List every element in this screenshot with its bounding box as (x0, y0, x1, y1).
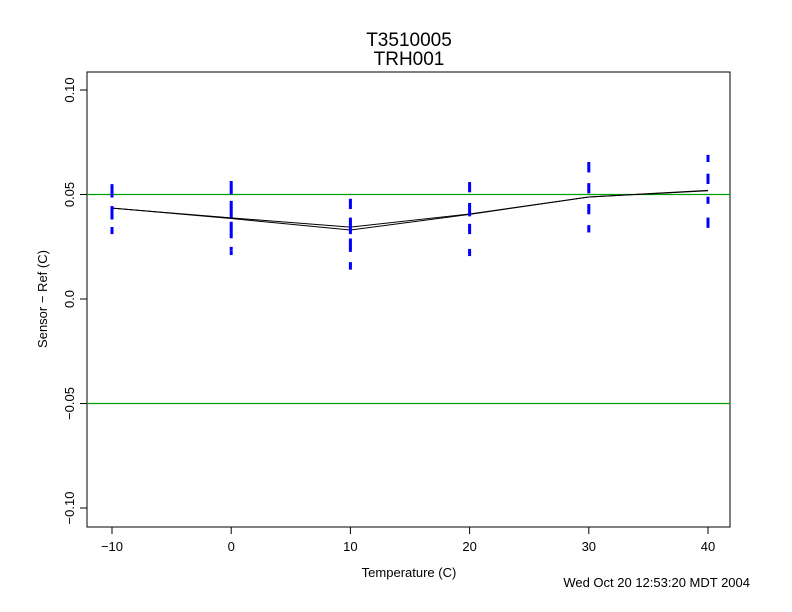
data-point (348, 244, 352, 249)
data-point (706, 223, 710, 228)
data-point (468, 206, 472, 211)
data-point (348, 201, 352, 206)
data-point (229, 213, 233, 218)
data-point (348, 220, 352, 225)
data-point (348, 262, 352, 267)
data-point (587, 168, 591, 173)
chart-subtitle: TRH001 (374, 49, 445, 70)
x-tick-label: 40 (701, 539, 715, 554)
data-point (348, 223, 352, 228)
data-point (110, 209, 114, 214)
data-point (468, 182, 472, 187)
plot-frame (86, 71, 731, 528)
data-point (587, 189, 591, 194)
data-point (229, 190, 233, 195)
data-point (229, 210, 233, 215)
data-point (468, 188, 472, 193)
data-point (348, 205, 352, 210)
data-point (587, 210, 591, 215)
data-point (229, 181, 233, 186)
data-point (110, 226, 114, 231)
data-point (229, 228, 233, 233)
data-point (706, 217, 710, 222)
data-point (706, 154, 710, 159)
data-point (229, 221, 233, 226)
data-point (110, 212, 114, 217)
data-point (110, 184, 114, 189)
footer-timestamp: Wed Oct 20 12:53:20 MDT 2004 (563, 575, 750, 590)
data-point (468, 185, 472, 190)
chart-title: T3510005 (366, 30, 452, 51)
data-point (706, 220, 710, 225)
data-point (348, 230, 352, 235)
data-point (468, 252, 472, 257)
data-point (229, 251, 233, 256)
data-point (587, 203, 591, 208)
data-point (110, 190, 114, 195)
data-point (706, 179, 710, 184)
data-point (468, 223, 472, 228)
data-point (348, 226, 352, 231)
data-point (468, 230, 472, 235)
data-point (348, 247, 352, 252)
data-point (110, 187, 114, 192)
data-point (587, 161, 591, 166)
data-point (468, 226, 472, 231)
series-line-mean-2 (111, 190, 709, 231)
x-tick-label: 30 (582, 539, 596, 554)
y-tick-label: 0.0 (62, 290, 77, 308)
data-point (348, 198, 352, 203)
data-point (587, 165, 591, 170)
data-point (587, 183, 591, 188)
data-point (110, 206, 114, 211)
data-point (229, 200, 233, 205)
data-point (229, 184, 233, 189)
y-tick-label: 0.10 (62, 77, 77, 102)
data-point (587, 186, 591, 191)
data-point (706, 158, 710, 163)
y-axis-label: Sensor − Ref (C) (35, 250, 50, 348)
y-tick-label: −0.10 (62, 492, 77, 525)
data-point (587, 207, 591, 212)
data-point (229, 187, 233, 192)
data-point (110, 193, 114, 198)
x-tick-label: 10 (343, 539, 357, 554)
data-point (229, 234, 233, 239)
x-axis-label: Temperature (C) (362, 565, 457, 580)
data-point (587, 228, 591, 233)
data-point (468, 248, 472, 253)
data-point (348, 217, 352, 222)
data-point (348, 265, 352, 270)
data-point (706, 173, 710, 178)
x-tick-label: 0 (228, 539, 235, 554)
data-point (468, 212, 472, 217)
data-point (348, 241, 352, 246)
data-point (468, 202, 472, 207)
y-tick-label: 0.05 (62, 182, 77, 207)
data-point (110, 215, 114, 220)
y-tick-label: −0.05 (62, 387, 77, 420)
data-point (229, 224, 233, 229)
data-point (468, 209, 472, 214)
data-point (229, 246, 233, 251)
data-point (229, 207, 233, 212)
data-point (229, 231, 233, 236)
data-point (706, 176, 710, 181)
x-tick-label: −10 (101, 539, 123, 554)
data-point (587, 225, 591, 230)
x-tick-label: 20 (462, 539, 476, 554)
data-point (229, 203, 233, 208)
data-point (706, 196, 710, 201)
data-point (348, 238, 352, 243)
data-point (110, 230, 114, 235)
data-point (706, 199, 710, 204)
